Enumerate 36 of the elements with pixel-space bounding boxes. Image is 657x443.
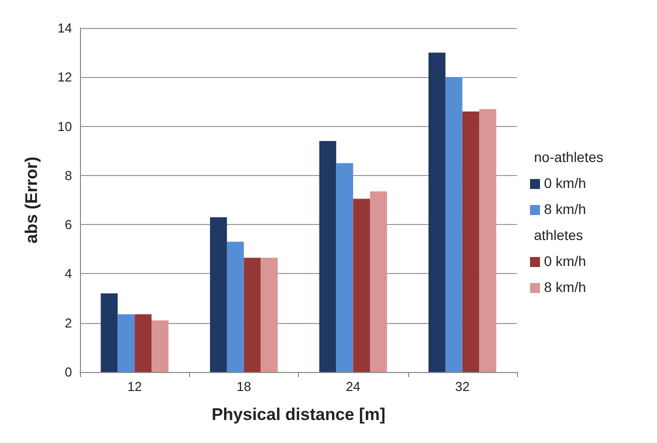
legend-label: 0 km/h xyxy=(544,253,586,269)
bar xyxy=(428,52,446,372)
bar xyxy=(462,112,480,372)
bar xyxy=(479,109,496,372)
bar xyxy=(260,258,278,372)
x-tick-label: 24 xyxy=(346,379,360,394)
bar xyxy=(226,242,244,372)
bar xyxy=(118,314,135,372)
bar xyxy=(244,258,261,372)
text: athletes xyxy=(534,227,584,243)
x-tick-label: 12 xyxy=(127,379,142,394)
x-tick-label: 18 xyxy=(236,379,252,394)
text: no-athletes xyxy=(534,149,604,165)
y-tick-label: 8 xyxy=(64,168,72,183)
bar xyxy=(445,77,462,372)
bar xyxy=(370,191,387,372)
bar xyxy=(134,314,152,372)
bar xyxy=(152,320,168,372)
x-axis-title: Physical distance [m] xyxy=(212,405,386,424)
y-tick-label: 14 xyxy=(58,20,72,36)
legend-label: 8 km/h xyxy=(544,201,586,217)
y-axis-title: abs (Error) xyxy=(22,156,41,244)
y-tick-label: 6 xyxy=(64,217,72,232)
bar xyxy=(210,217,227,372)
y-tick-label: 10 xyxy=(58,118,72,134)
y-tick-label: 0 xyxy=(64,364,72,380)
legend-label: 0 km/h xyxy=(544,175,586,191)
x-tick-label: 32 xyxy=(455,379,470,394)
bar xyxy=(353,198,370,372)
bar xyxy=(100,293,118,372)
y-tick-label: 12 xyxy=(58,70,72,85)
bar xyxy=(336,163,354,372)
legend-label: 8 km/h xyxy=(544,279,586,295)
y-tick-label: 4 xyxy=(64,266,72,282)
bar xyxy=(319,141,336,372)
y-tick-label: 2 xyxy=(64,315,72,330)
